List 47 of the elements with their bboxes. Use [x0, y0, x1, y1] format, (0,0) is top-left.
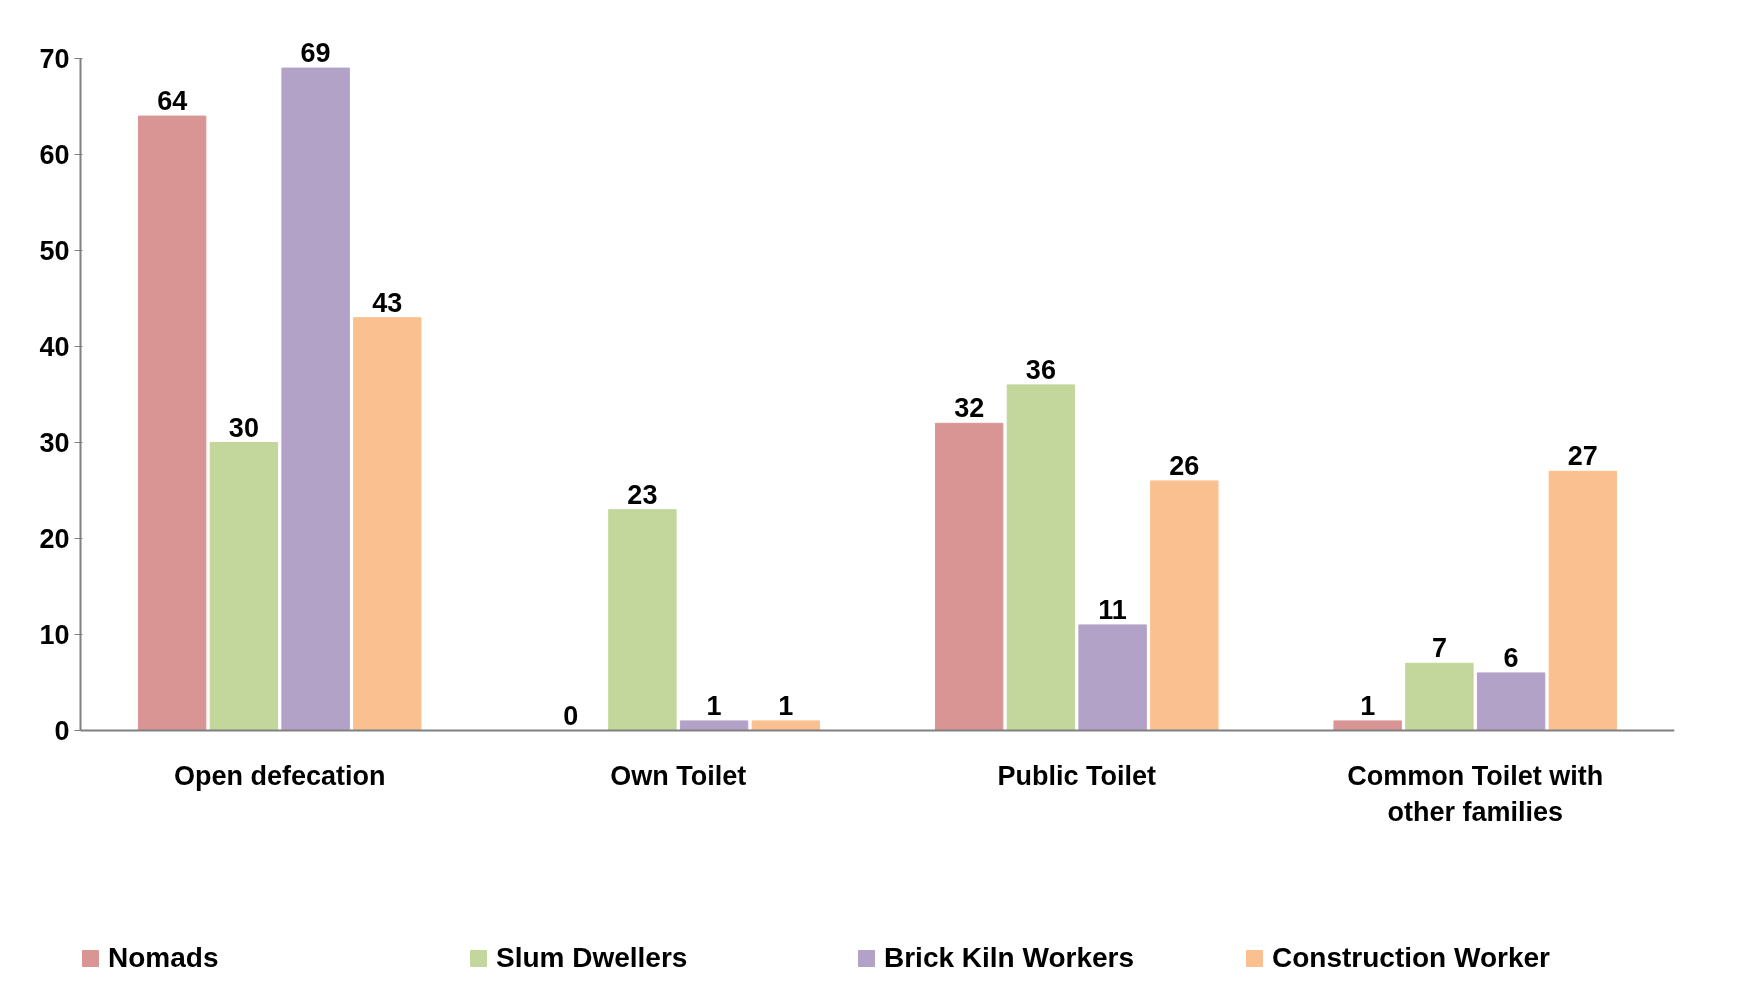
data-label: 6: [1503, 642, 1519, 673]
data-label: 64: [157, 86, 188, 117]
data-label: 11: [1098, 594, 1127, 625]
data-label: 43: [372, 287, 403, 318]
data-label: 0: [563, 700, 579, 731]
y-tick-label: 10: [39, 620, 70, 650]
legend-label: Nomads: [108, 942, 220, 974]
bar: [281, 67, 350, 731]
bar: [1150, 480, 1219, 731]
bar: [1476, 672, 1546, 731]
bar: [1405, 662, 1474, 731]
data-label: 27: [1567, 441, 1598, 472]
bar: [1548, 470, 1618, 731]
data-label: 36: [1025, 354, 1056, 385]
bar: [608, 509, 677, 731]
y-tick-label: 60: [39, 140, 70, 170]
y-tick-label: 70: [39, 44, 70, 74]
x-tick-label: Open defecation: [173, 760, 386, 791]
y-tick-label: 20: [39, 524, 70, 554]
bar: [934, 422, 1004, 731]
y-tick-label: 50: [39, 236, 70, 266]
y-tick-label: 30: [39, 428, 70, 458]
bar: [209, 442, 279, 731]
x-tick-label: Common Toilet with other families: [1347, 760, 1604, 827]
bar: [751, 720, 821, 731]
bar: [1333, 720, 1402, 731]
data-label: 1: [778, 690, 794, 721]
x-tick-label: Own Toilet: [610, 760, 747, 791]
legend-label: Construction Worker: [1272, 942, 1551, 974]
x-tick-label: Public Toilet: [997, 760, 1157, 791]
bar: [137, 115, 207, 731]
data-label: 23: [627, 479, 658, 510]
data-label: 26: [1169, 450, 1200, 481]
y-tick-label: 0: [54, 716, 70, 746]
bar: [679, 720, 749, 731]
data-label: 1: [1360, 690, 1376, 721]
legend-label: Slum Dwellers: [496, 942, 689, 974]
data-label: 7: [1431, 633, 1447, 664]
bar: [353, 317, 422, 731]
bar: [1078, 624, 1147, 731]
data-label: 69: [300, 38, 331, 69]
bar: [1006, 384, 1076, 731]
data-label: 1: [706, 690, 722, 721]
y-tick-label: 40: [39, 332, 70, 362]
data-label: 30: [228, 412, 259, 443]
legend-label: Brick Kiln Workers: [884, 942, 1136, 974]
data-label: 32: [954, 393, 985, 424]
